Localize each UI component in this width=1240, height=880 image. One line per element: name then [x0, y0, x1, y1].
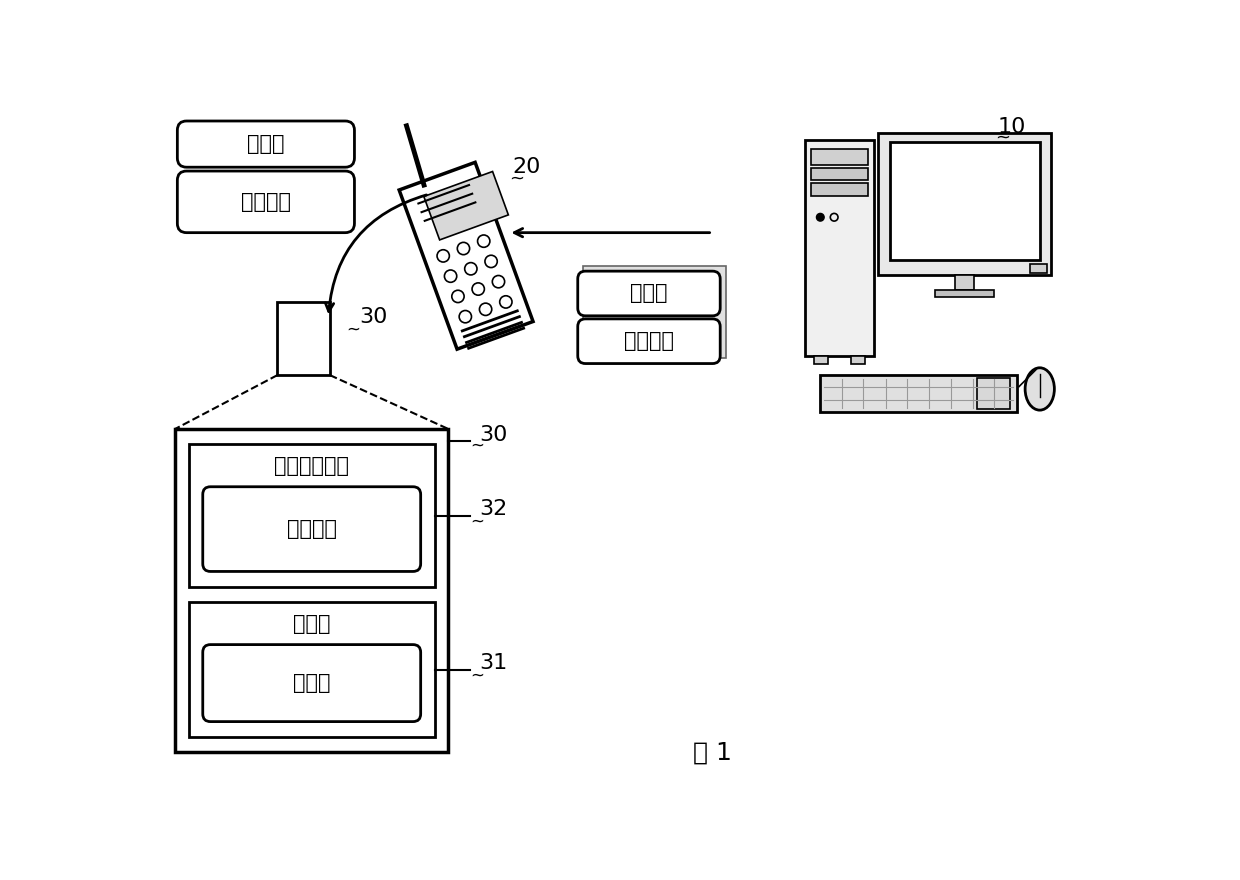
Bar	[955, 275, 973, 290]
Text: ~: ~	[470, 667, 484, 685]
Bar	[889, 142, 1040, 260]
Text: 真数据: 真数据	[293, 673, 331, 693]
Bar	[935, 290, 993, 297]
Circle shape	[472, 282, 485, 295]
Bar	[851, 356, 866, 363]
Circle shape	[485, 255, 497, 268]
Text: 10: 10	[997, 117, 1025, 137]
Bar	[815, 356, 828, 363]
Polygon shape	[399, 162, 533, 349]
Circle shape	[444, 270, 456, 282]
Circle shape	[816, 214, 825, 221]
Text: ~: ~	[347, 320, 361, 339]
FancyBboxPatch shape	[177, 121, 355, 167]
Polygon shape	[424, 172, 508, 240]
Text: 32: 32	[479, 500, 507, 519]
Text: ~: ~	[510, 170, 525, 187]
Text: 真数据: 真数据	[630, 283, 667, 304]
Circle shape	[480, 303, 492, 315]
Bar	[188, 602, 434, 737]
FancyBboxPatch shape	[578, 271, 720, 316]
Bar	[811, 150, 868, 165]
Text: 检验信息: 检验信息	[286, 519, 337, 539]
Text: ~: ~	[994, 129, 1011, 147]
Bar	[811, 168, 868, 180]
Circle shape	[451, 290, 464, 303]
Circle shape	[492, 275, 505, 288]
FancyBboxPatch shape	[578, 319, 720, 363]
Text: 31: 31	[479, 654, 507, 673]
Circle shape	[465, 262, 477, 275]
Circle shape	[477, 235, 490, 247]
Bar	[175, 429, 449, 752]
FancyBboxPatch shape	[177, 171, 355, 232]
Bar	[821, 375, 1017, 412]
Text: 30: 30	[360, 307, 387, 327]
Text: 30: 30	[479, 425, 507, 445]
Bar	[583, 266, 725, 358]
Circle shape	[458, 242, 470, 254]
FancyBboxPatch shape	[203, 644, 420, 722]
Text: 存储器: 存储器	[293, 614, 331, 634]
Bar	[878, 133, 1052, 275]
Bar	[977, 378, 1011, 409]
Bar	[278, 302, 330, 375]
Circle shape	[500, 296, 512, 308]
Text: 存储器控制器: 存储器控制器	[274, 456, 350, 476]
Bar	[811, 183, 868, 195]
Ellipse shape	[1025, 368, 1054, 410]
Bar	[1029, 264, 1047, 274]
Text: 检验信息: 检验信息	[624, 331, 675, 351]
Text: 20: 20	[512, 158, 541, 177]
Circle shape	[459, 311, 471, 323]
FancyBboxPatch shape	[203, 487, 420, 571]
Text: ~: ~	[470, 437, 484, 455]
Text: ~: ~	[470, 513, 484, 531]
Bar	[805, 140, 874, 356]
Circle shape	[436, 250, 449, 262]
Bar	[188, 444, 434, 587]
Text: 真数据: 真数据	[247, 134, 285, 154]
Text: 图 1: 图 1	[693, 740, 732, 765]
Text: 检验信息: 检验信息	[241, 192, 291, 212]
